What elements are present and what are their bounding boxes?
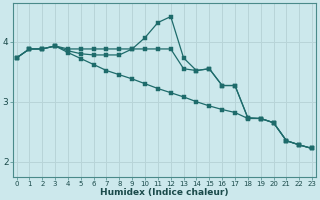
X-axis label: Humidex (Indice chaleur): Humidex (Indice chaleur) [100, 188, 228, 197]
